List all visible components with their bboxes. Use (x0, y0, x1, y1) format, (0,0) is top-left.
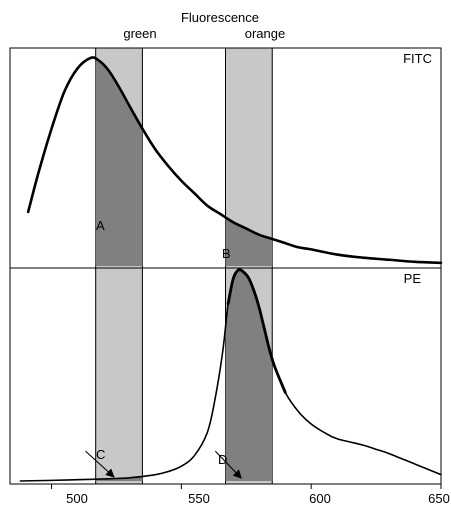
x-tick-label-500: 500 (66, 491, 88, 506)
overlap-layer (95, 59, 273, 481)
annotation-b: B (222, 246, 231, 261)
x-tick-label-600: 600 (309, 491, 331, 506)
annotation-arrow-c (85, 450, 115, 478)
annotation-arrow-d (214, 450, 242, 479)
series-line-fitc-0 (26, 56, 443, 265)
chart-title: Fluorescence (181, 10, 259, 25)
annotation-c: C (96, 447, 105, 462)
overlap-fitc-orange (225, 217, 273, 266)
text-layer: Fluorescence green orange FITC PE A B C … (66, 10, 450, 506)
band-label-orange: orange (245, 26, 285, 41)
annotation-d: D (218, 452, 227, 467)
band-label-green: green (123, 26, 156, 41)
panel-label-pe: PE (404, 271, 422, 286)
annotation-a: A (96, 218, 105, 233)
series-line-pe-peak-emphasis (226, 268, 287, 394)
overlap-pe-orange (225, 270, 273, 481)
x-tick-label-650: 650 (428, 491, 450, 506)
x-tick-label-550: 550 (188, 491, 210, 506)
panel-label-fitc: FITC (403, 51, 432, 66)
curve-layer (19, 56, 443, 482)
overlap-fitc-green (95, 59, 143, 266)
plot-frame (9, 47, 442, 485)
frame-layer (9, 47, 442, 489)
